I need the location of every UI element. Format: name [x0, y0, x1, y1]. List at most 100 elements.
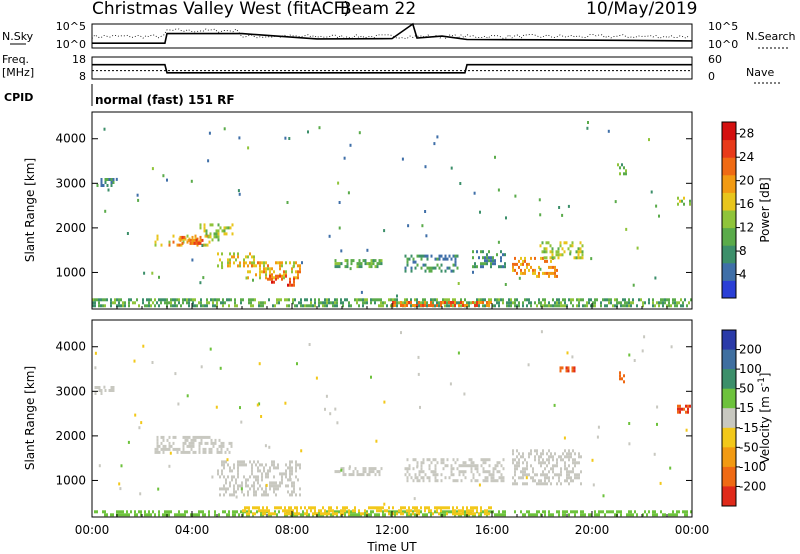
data-cell	[210, 450, 213, 454]
data-cell	[551, 256, 554, 260]
data-cell	[378, 259, 381, 263]
data-cell	[283, 276, 285, 280]
data-cell	[424, 513, 426, 517]
data-cell	[243, 475, 245, 479]
data-cell	[202, 276, 205, 280]
data-cell	[104, 304, 106, 308]
data-cell	[470, 301, 472, 305]
data-cell	[540, 482, 542, 486]
data-cell	[406, 509, 408, 513]
data-cell	[550, 265, 552, 269]
data-cell	[182, 513, 184, 517]
data-cell	[434, 298, 436, 302]
data-cell	[182, 237, 185, 241]
data-cell	[628, 301, 630, 305]
data-cell	[380, 304, 382, 308]
data-cell	[344, 473, 347, 477]
data-cell	[476, 301, 478, 304]
data-cell	[202, 513, 204, 517]
data-cell	[263, 466, 265, 470]
data-cell	[178, 513, 180, 517]
data-cell	[685, 410, 687, 414]
data-cell	[199, 226, 202, 230]
data-cell	[290, 509, 292, 513]
noise-tick-left-bottom: 10^0	[56, 38, 86, 51]
data-cell	[193, 238, 196, 242]
data-cell	[677, 196, 679, 200]
power-y-axis-label: Slant Range [km]	[23, 158, 37, 262]
data-cell	[308, 343, 311, 346]
data-cell	[324, 509, 326, 513]
data-cell	[356, 470, 359, 474]
data-cell	[267, 493, 269, 497]
data-cell	[486, 259, 488, 263]
data-cell	[566, 304, 568, 308]
data-cell	[245, 484, 247, 488]
data-cell	[160, 447, 163, 451]
data-cell	[428, 467, 431, 471]
data-cell	[386, 304, 388, 308]
data-cell	[464, 476, 467, 480]
data-cell	[340, 301, 342, 305]
data-cell	[162, 298, 164, 302]
data-cell	[346, 298, 348, 302]
data-cell	[328, 509, 330, 513]
data-cell	[624, 301, 626, 305]
data-cell	[217, 264, 219, 268]
data-cell	[220, 450, 223, 454]
data-cell	[287, 484, 289, 488]
data-cell	[672, 510, 674, 514]
data-cell	[352, 513, 354, 517]
data-cell	[156, 447, 159, 451]
data-cell	[360, 265, 363, 269]
data-cell	[524, 298, 526, 302]
data-cell	[166, 510, 168, 514]
data-cell	[322, 304, 324, 308]
data-cell	[112, 181, 115, 184]
data-cell	[417, 355, 420, 359]
data-cell	[504, 513, 506, 517]
data-cell	[456, 479, 459, 483]
data-cell	[658, 214, 660, 218]
data-cell	[621, 377, 623, 381]
data-cell	[416, 465, 419, 469]
data-cell	[182, 447, 185, 451]
data-cell	[279, 472, 281, 476]
data-cell	[544, 298, 546, 302]
data-cell	[374, 506, 376, 510]
data-cell	[450, 473, 453, 477]
data-cell	[112, 178, 115, 181]
data-cell	[416, 476, 419, 480]
data-cell	[598, 510, 600, 514]
data-cell	[390, 304, 392, 308]
data-cell	[277, 261, 279, 265]
data-cell	[265, 261, 267, 265]
data-cell	[574, 476, 576, 480]
data-cell	[233, 466, 235, 470]
data-cell	[562, 452, 564, 456]
data-cell	[252, 304, 254, 308]
data-cell	[116, 510, 118, 514]
data-cell	[293, 283, 295, 287]
data-cell	[209, 232, 212, 236]
data-cell	[187, 238, 190, 242]
data-cell	[524, 482, 526, 486]
data-cell	[174, 447, 177, 451]
data-cell	[242, 513, 244, 517]
data-cell	[235, 258, 237, 262]
data-cell	[174, 301, 176, 305]
data-cell	[380, 259, 383, 263]
data-cell	[246, 510, 248, 514]
data-cell	[251, 463, 253, 467]
data-cell	[462, 509, 464, 513]
data-cell	[194, 304, 196, 308]
data-cell	[548, 455, 550, 459]
data-cell	[94, 301, 96, 305]
data-cell	[488, 256, 490, 260]
data-cell	[596, 435, 599, 439]
data-cell	[251, 466, 253, 470]
data-cell	[156, 237, 159, 241]
data-cell	[343, 156, 346, 160]
data-cell	[220, 301, 222, 305]
data-cell	[293, 261, 295, 265]
